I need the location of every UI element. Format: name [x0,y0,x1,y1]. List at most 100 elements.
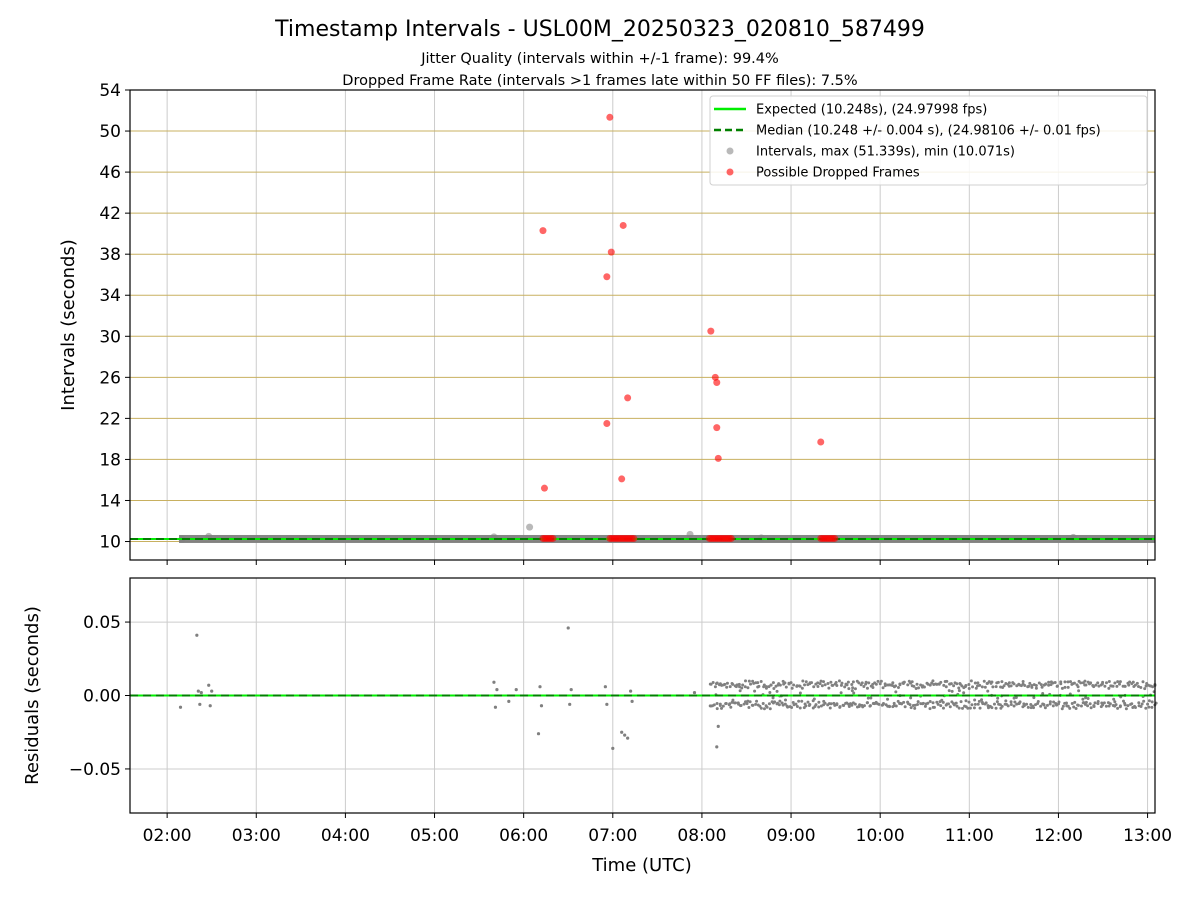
residual-point [928,707,932,711]
residual-point [1042,703,1046,707]
residual-point [1043,682,1047,686]
residual-point [812,697,816,701]
residual-point [800,699,804,703]
intervals-y-axis-label: Intervals (seconds) [58,239,79,411]
residual-point [957,686,961,690]
residuals-y-axis-label: Residuals (seconds) [22,606,43,785]
residual-point [798,684,802,688]
residual-point [964,684,968,688]
residual-point [748,700,752,704]
residual-point [995,700,999,704]
y-tick-label: −0.05 [69,760,121,780]
residual-point [198,702,202,706]
interval-point [686,530,694,538]
y-tick-label: 38 [99,245,121,265]
y-tick-label: 30 [99,327,121,347]
residual-point [538,685,542,689]
residual-point [1073,700,1077,704]
residual-point [886,697,890,701]
residual-point [818,682,822,686]
residual-point [974,686,978,690]
residual-point [790,686,794,690]
residual-point [808,702,812,706]
residual-point [898,682,902,686]
y-tick-label: 22 [99,409,121,429]
y-tick-label: 26 [99,368,121,388]
residual-point [952,684,956,688]
dropped-frame-point [817,438,825,446]
residual-point [568,702,572,706]
residual-point [1133,683,1137,687]
residual-point [957,689,961,693]
residual-point [712,703,716,707]
dropped-frame-point [539,227,547,235]
dropped-frame-point [727,534,735,542]
residual-point [1146,702,1150,706]
residual-point [769,683,773,687]
residual-point [1118,704,1122,708]
residual-point [910,680,914,684]
residual-point [1096,681,1100,685]
residual-point [1093,701,1097,705]
residual-point [1013,700,1017,704]
residual-point [801,679,805,683]
residual-point [1034,684,1038,688]
intervals-x-ticks [166,560,1149,565]
residual-point [867,681,871,685]
residual-point [1047,680,1051,684]
residual-point [839,691,843,695]
residual-point [1101,680,1105,684]
residual-point [971,685,975,689]
residual-point [1092,685,1096,689]
residual-point [840,681,844,685]
residual-point [850,683,854,687]
residual-point [1123,684,1127,688]
residual-point [909,696,913,700]
residual-point [767,702,771,706]
residual-point [1127,683,1131,687]
residual-point [749,682,753,686]
dropped-frame-point [606,113,614,121]
residual-point [834,680,838,684]
residual-point [759,679,763,683]
residual-point [986,689,990,693]
residual-point [947,689,951,693]
residual-point [1051,704,1055,708]
legend-intervals-label: Intervals, max (51.339s), min (10.071s) [756,145,1015,160]
residual-point [829,702,833,706]
y-tick-label: 34 [99,286,121,306]
residual-point [1107,679,1111,683]
residual-point [814,703,818,707]
residual-point [1084,683,1088,687]
residual-point [1151,685,1155,689]
residual-point [199,690,203,695]
residual-point [948,705,952,709]
dropped-frame-point [707,327,715,335]
residual-point [874,682,878,686]
residual-point [751,703,755,707]
dropped-frame-point [630,534,638,542]
residual-point [1021,680,1025,684]
residual-point [915,682,919,686]
residual-point [773,700,777,704]
residual-point [1014,696,1018,700]
residual-point [1107,704,1111,708]
residual-point [1045,703,1049,707]
y-tick-label: 14 [99,491,121,511]
residual-point [964,699,968,703]
residual-point [1030,685,1034,689]
chart-legend: Expected (10.248s), (24.97998 fps) Media… [709,95,1148,186]
residual-point [1049,683,1053,687]
residual-point [853,702,857,706]
residual-point [864,680,868,684]
residual-point [960,706,964,710]
residual-point [507,699,511,703]
residual-point [926,701,930,705]
residual-point [1066,680,1070,684]
chart-title: Timestamp Intervals - USL00M_20250323_02… [274,17,925,42]
residual-point [947,702,951,706]
dropped-frame-point [713,378,721,386]
residual-point [996,696,1000,700]
residual-point [941,700,945,704]
residual-point [837,679,841,683]
